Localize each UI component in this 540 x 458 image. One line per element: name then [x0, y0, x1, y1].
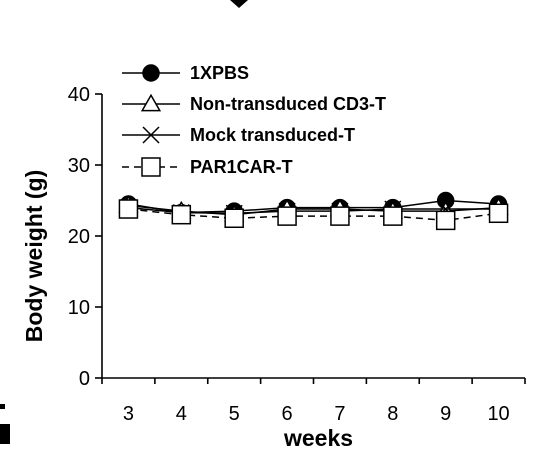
legend-label: 1XPBS [190, 63, 249, 83]
legend-marker [142, 126, 160, 144]
crop-fragment-left-upper [0, 404, 5, 409]
legend-marker [140, 93, 162, 112]
data-point [488, 203, 509, 224]
data-point [435, 210, 456, 231]
x-tick-label: 5 [229, 403, 240, 425]
data-point [171, 204, 192, 225]
axes: 0 10 20 30 40 3 4 5 6 7 8 9 10 weeks Body weight (g) [21, 84, 526, 451]
legend-label: PAR1CAR-T [190, 157, 293, 177]
x-tick-label: 8 [387, 403, 398, 425]
data-point [383, 206, 403, 226]
legend-entry: Non-transduced CD3-T [122, 93, 386, 114]
x-tick-label: 9 [440, 403, 451, 425]
data-point [118, 199, 139, 219]
y-tick-label: 30 [68, 155, 90, 177]
y-tick-label: 10 [68, 297, 90, 319]
crop-fragment-top [230, 0, 248, 8]
legend-marker-stroke [142, 126, 160, 144]
series-4 [118, 199, 509, 231]
x-tick-label: 10 [487, 403, 509, 425]
series-layer [118, 191, 509, 231]
x-axis-title: weeks [283, 425, 353, 451]
y-tick-label: 0 [79, 368, 90, 390]
legend-entry: 1XPBS [122, 63, 249, 83]
y-tick-label: 40 [68, 84, 90, 106]
legend-entry: PAR1CAR-T [122, 157, 293, 177]
y-tick-label: 20 [68, 226, 90, 248]
data-point [330, 206, 350, 226]
data-point [277, 206, 297, 226]
legend: 1XPBS Non-transduced CD3-T Mock transduced… [122, 63, 386, 177]
legend-marker [141, 157, 161, 177]
x-tick-label: 4 [176, 403, 187, 425]
crop-fragment-left [0, 424, 10, 444]
x-tick-label: 3 [123, 403, 134, 425]
x-tick-label: 6 [282, 403, 293, 425]
legend-entry: Mock transduced-T [122, 125, 355, 145]
y-axis-title: Body weight (g) [21, 170, 47, 342]
legend-label: Mock transduced-T [190, 125, 355, 145]
x-tick-label: 7 [334, 403, 345, 425]
legend-marker [142, 64, 160, 82]
data-point [224, 208, 244, 228]
legend-label: Non-transduced CD3-T [190, 94, 386, 114]
